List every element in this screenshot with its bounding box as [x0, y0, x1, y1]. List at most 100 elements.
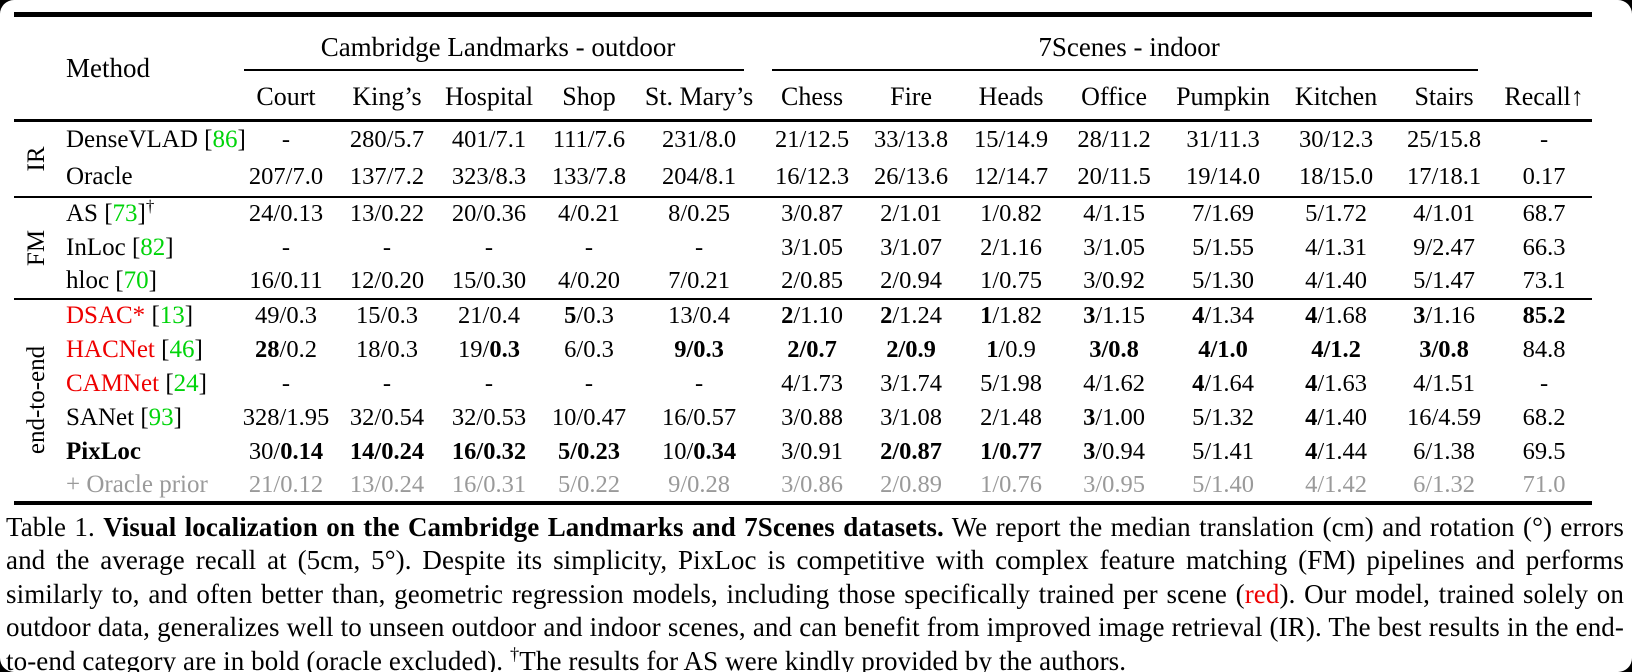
result-cell: 2/0.85 [781, 267, 844, 294]
result-cell: 0.17 [1522, 163, 1566, 190]
result-cell: 9/0.28 [668, 470, 730, 498]
result-cell: 20/11.5 [1077, 163, 1151, 190]
result-cell: 3/0.88 [781, 403, 844, 431]
result-cell: 2/1.24 [862, 297, 961, 333]
result-cell: 4/1.01 [1392, 195, 1497, 231]
column-header-stairs: Stairs [1392, 75, 1497, 122]
result-cell: 1/0.76 [980, 470, 1043, 498]
result-cell: 68.2 [1522, 403, 1566, 431]
result-cell: 16/0.57 [661, 403, 737, 431]
column-header-kitchen: Kitchen [1280, 75, 1393, 122]
result-cell: 68.7 [1496, 195, 1593, 231]
result-cell: 9/0.3 [674, 335, 724, 363]
result-cell: - [1496, 119, 1593, 159]
method-cell: SANet [93] [66, 403, 182, 431]
method-name: DSAC* [66, 302, 146, 329]
method-cell: PixLoc [59, 435, 234, 469]
caption-segment: red [1244, 578, 1280, 609]
result-cell: 3/0.95 [1083, 470, 1146, 498]
result-cell: 2/0.9 [886, 335, 936, 363]
citation-ref: 24 [173, 369, 199, 397]
table-row-sanet: SANet [93] 328/1.95 32/0.54 32/0.53 10/0.47 1… [14, 401, 1592, 435]
result-cell: 15/14.9 [960, 119, 1063, 159]
result-cell: 84.8 [1522, 335, 1566, 363]
table-row-as: FM AS [73]† 24/0.13 13/0.22 20/0.36 4/0.21 8/0… [14, 195, 1593, 299]
method-cell: CAMNet [24] [66, 369, 207, 397]
result-cell: 4/1.64 [1192, 369, 1255, 397]
citation-ref: 82 [140, 233, 166, 261]
result-cell: 25/15.8 [1392, 119, 1497, 159]
result-cell: 21/0.12 [248, 470, 324, 498]
column-header-chess: Chess [762, 75, 863, 122]
table-row-hloc: hloc [70] 16/0.11 12/0.20 15/0.30 4/0.20 7/0.… [14, 265, 1592, 299]
result-cell: 16/0.11 [249, 267, 323, 294]
row-group-label-text: end-to-end [22, 345, 50, 455]
result-cell: 5/1.47 [1413, 267, 1476, 294]
result-cell: 3/0.92 [1083, 267, 1146, 294]
result-cell: 5/0.3 [542, 297, 636, 333]
method-name: AS [66, 200, 98, 227]
method-cell: DSAC* [13] [59, 297, 234, 333]
result-cell: 3/1.05 [1083, 233, 1146, 261]
result-cell: 5/1.32 [1192, 403, 1255, 431]
method-cell: + Oracle prior [59, 469, 234, 503]
citation-ref: 70 [123, 267, 149, 294]
caption-segment: † [509, 643, 520, 664]
result-cell: 13/0.22 [338, 195, 436, 231]
result-cell: 73.1 [1522, 267, 1566, 294]
result-cell: 10/0.47 [551, 403, 627, 431]
result-cell: 5/1.72 [1280, 195, 1393, 231]
result-cell: 3/0.94 [1083, 437, 1146, 465]
result-cell: 231/8.0 [636, 119, 763, 159]
result-cell: 20/0.36 [436, 195, 542, 231]
result-cell: 5/1.55 [1192, 233, 1255, 261]
caption-segment: Visual localization on the Cambridge Lan… [103, 511, 944, 542]
method-name: Oracle [66, 163, 133, 190]
result-cell: 16/0.31 [451, 470, 527, 498]
result-cell: 4/1.62 [1083, 369, 1146, 397]
row-group-label-fm: FM [14, 195, 59, 299]
result-cell: 111/7.6 [542, 119, 636, 159]
result-cell: 2/0.89 [880, 470, 943, 498]
result-cell: 2/1.10 [762, 297, 863, 333]
column-header-st-mary-s: St. Mary’s [636, 75, 763, 122]
result-cell: 16/12.3 [774, 163, 850, 190]
result-cell: 71.0 [1522, 470, 1566, 498]
result-cell: 133/7.8 [551, 163, 627, 190]
span-header-cambridge: Cambridge Landmarks - outdoor [234, 15, 762, 76]
caption-segment: Table 1. [6, 511, 104, 542]
method-name: HACNet [66, 335, 155, 363]
result-cell: 49/0.3 [234, 297, 338, 333]
result-cell: - [1539, 369, 1549, 397]
result-cell: 85.2 [1496, 297, 1593, 333]
result-cell: 28/0.2 [255, 335, 317, 363]
method-cell: DenseVLAD [86] [59, 119, 246, 159]
result-cell: 207/7.0 [248, 163, 324, 190]
method-name: DenseVLAD [66, 126, 198, 154]
result-cell: 13/0.24 [349, 470, 425, 498]
table-caption: Table 1. Visual localization on the Camb… [6, 511, 1624, 672]
result-cell: 4/1.15 [1062, 195, 1167, 231]
result-cell: 4/1.73 [781, 369, 844, 397]
result-cell: 7/0.21 [668, 267, 730, 294]
result-cell: 4/1.0 [1198, 335, 1248, 363]
result-cell: - [281, 369, 291, 397]
citation-ref: 13 [159, 302, 185, 329]
result-cell: 3/1.15 [1062, 297, 1167, 333]
result-cell: 3/1.05 [781, 233, 844, 261]
column-header-heads: Heads [960, 75, 1063, 122]
result-cell: 5/1.98 [980, 369, 1043, 397]
result-cell: 4/0.20 [558, 267, 620, 294]
column-header-king-s: King’s [338, 75, 436, 122]
result-cell: 15/0.3 [338, 297, 436, 333]
citation-ref: 86 [212, 126, 238, 154]
result-cell: 4/1.40 [1305, 267, 1368, 294]
result-cell: 30/0.14 [248, 437, 324, 465]
results-table: Method Cambridge Landmarks - outdoor 7Sc… [14, 12, 1593, 505]
result-cell: 4/0.21 [542, 195, 636, 231]
result-cell: 280/5.7 [338, 119, 436, 159]
result-cell: 10/0.34 [661, 437, 737, 465]
result-cell: 28/11.2 [1062, 119, 1167, 159]
row-group-label-text: IR [22, 146, 50, 172]
